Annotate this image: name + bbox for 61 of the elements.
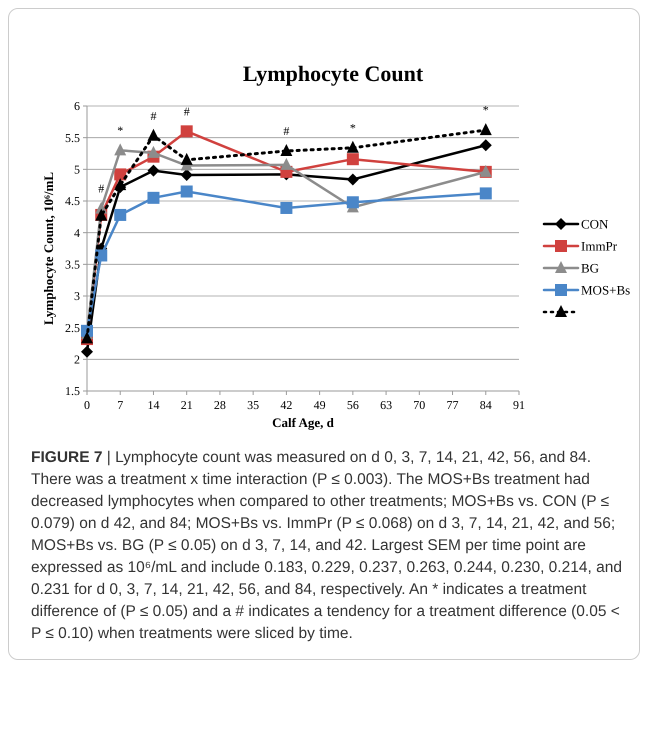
point <box>114 208 126 221</box>
annotation: * <box>350 120 356 135</box>
point <box>81 346 93 358</box>
point <box>180 186 193 198</box>
y-tick-label: 2.5 <box>65 320 80 335</box>
y-tick-label: 4 <box>74 226 80 240</box>
legend-label: BG <box>581 260 600 276</box>
annotation: # <box>283 124 290 138</box>
point <box>280 158 292 170</box>
point <box>147 192 160 204</box>
point <box>480 123 492 136</box>
annotation: # <box>98 182 104 196</box>
x-tick-label: 91 <box>513 398 525 412</box>
point <box>346 153 359 166</box>
legend-label: MOS+Bs <box>581 282 630 298</box>
x-tick-label: 21 <box>180 398 193 412</box>
y-tick-label: 5 <box>74 162 80 177</box>
point <box>280 202 292 214</box>
y-tick-label: 3 <box>74 289 80 304</box>
x-tick-label: 35 <box>247 398 260 412</box>
text: FIGURE 7 | Lymphocyte count was measured on d 0, 3, 7, 14, 21, 42, 56, and 84. There was a treatment x time interaction (P ≤ 0.003). The MOS+Bs treatment had decreased lymphocytes when compared to other treatments; MOS+Bs vs. CON (P ≤ 0.079) on d 42, and 84; MOS+Bs vs. ImmPr (P ≤ 0.068) on d 3, 7, 14, 21, 42, and 56; MOS+Bs vs. BG (P ≤ 0.05) on d 3, 7, 14, and 42. Largest SEM per time point are expressed as 10⁶/mL and include 0.183, 0.229, 0.237, 0.263, 0.244, 0.230, 0.214, and 0.231 for d 0, 3, 7, 14, 21, 42, 56, and 84, respectively. An * indicates a treatment difference of (P ≤ 0.05) and a # indicates a tendency for a treatment difference (0.05 < P ≤ 0.10) when treatments were sliced by time. <box>31 449 622 642</box>
x-tick-label: 0 <box>84 398 90 412</box>
point <box>480 139 492 152</box>
point <box>180 125 193 138</box>
x-tick-label: 42 <box>280 398 292 412</box>
x-tick-label: 56 <box>346 398 359 412</box>
y-tick-label: 1.5 <box>65 384 80 398</box>
chart-title: Lymphocyte Count <box>242 61 424 86</box>
y-tick-label: 4.5 <box>65 194 80 208</box>
annotation: # <box>150 108 156 123</box>
point <box>114 178 126 190</box>
x-axis-title: Calf Age, d <box>272 415 335 430</box>
point <box>180 169 193 182</box>
point <box>147 146 160 158</box>
y-tick-label: 6 <box>74 99 80 114</box>
annotation: # <box>184 104 190 118</box>
point <box>147 128 160 141</box>
y-tick-label: 2 <box>74 352 80 367</box>
point <box>480 187 492 200</box>
annotation: * <box>117 123 124 138</box>
point <box>346 173 359 186</box>
x-tick-label: 84 <box>480 398 492 412</box>
x-tick-label: 14 <box>147 398 160 412</box>
legend-label: ImmPr <box>581 238 618 254</box>
y-axis-title: Lymphocyte Count, 10⁶/mL <box>41 172 56 326</box>
legend-label: CON <box>581 216 610 232</box>
x-tick-label: 63 <box>380 398 392 412</box>
point <box>147 164 160 177</box>
x-tick-label: 70 <box>413 398 426 412</box>
point <box>346 140 359 153</box>
annotation: * <box>482 103 489 118</box>
x-tick-label: 7 <box>117 398 124 412</box>
y-tick-label: 5.5 <box>65 130 80 145</box>
x-tick-label: 77 <box>446 398 459 412</box>
x-tick-label: 49 <box>314 398 326 412</box>
y-tick-label: 3.5 <box>65 258 80 272</box>
point <box>280 144 292 156</box>
x-tick-label: 28 <box>214 398 226 412</box>
point <box>180 152 193 165</box>
point <box>346 196 359 208</box>
point <box>114 143 126 156</box>
